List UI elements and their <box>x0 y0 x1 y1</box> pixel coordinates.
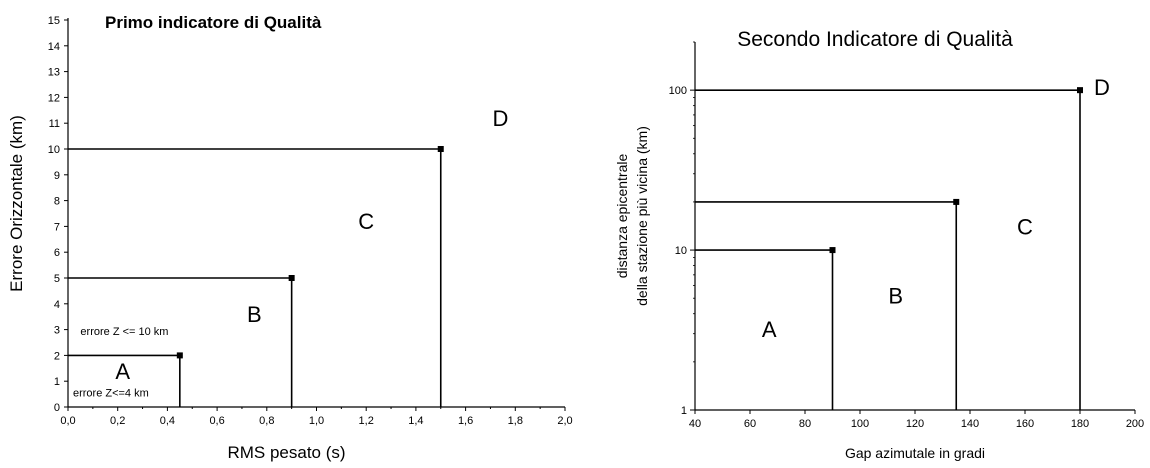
zone-label-b: B <box>247 302 262 327</box>
y-tick-label: 10 <box>675 245 687 257</box>
y-tick-label: 0 <box>54 402 60 414</box>
zone-label-c: C <box>1017 215 1033 240</box>
x-tick-label: 1,2 <box>359 415 374 427</box>
x-tick-label: 1,0 <box>309 415 324 427</box>
x-tick-label: 0,8 <box>259 415 274 427</box>
y-tick-label: 14 <box>48 41 60 53</box>
x-tick-label: 0,6 <box>209 415 224 427</box>
y-tick-label: 2 <box>54 350 60 362</box>
y-tick-label: 1 <box>54 376 60 388</box>
chart2-y-axis-label-line-2: della stazione più vicina (km) <box>634 126 650 306</box>
zone-label-a: A <box>115 359 130 384</box>
chart2-x-axis-label: Gap azimutale in gradi <box>845 445 985 461</box>
x-tick-label: 100 <box>851 418 869 430</box>
x-tick-label: 120 <box>906 418 924 430</box>
x-tick-label: 80 <box>799 418 811 430</box>
chart2-title: Secondo Indicatore di Qualità <box>737 28 1013 51</box>
corner-marker-1 <box>829 247 836 254</box>
chart-secondo-indicatore: 1 10 100 40 60 80 100 120 140 160 180 200 A B C D Second… <box>614 28 1144 461</box>
x-tick-label: 0,0 <box>60 415 75 427</box>
zone-label-d: D <box>492 106 508 131</box>
x-tick-label: 1,4 <box>408 415 423 427</box>
x-tick-label: 0,2 <box>110 415 125 427</box>
corner-marker-2 <box>288 275 295 281</box>
x-tick-label: 60 <box>744 418 756 430</box>
x-tick-label: 1,6 <box>458 415 473 427</box>
y-tick-label: 6 <box>54 247 60 259</box>
x-tick-label: 2,0 <box>557 415 572 427</box>
x-tick-label: 180 <box>1071 418 1089 430</box>
x-tick-label: 200 <box>1126 418 1144 430</box>
x-tick-label: 160 <box>1016 418 1034 430</box>
y-tick-label: 9 <box>54 170 60 182</box>
x-tick-label: 0,4 <box>160 415 175 427</box>
y-tick-label: 10 <box>48 144 60 156</box>
corner-marker-2 <box>953 198 960 205</box>
y-tick-label: 15 <box>48 15 60 27</box>
chart1-y-axis-label: Errore Orizzontale (km) <box>7 115 26 292</box>
y-tick-label: 8 <box>54 196 60 208</box>
zone-label-b: B <box>888 283 903 308</box>
zone-label-a: A <box>762 317 777 342</box>
x-tick-label: 1,8 <box>508 415 523 427</box>
corner-marker-3 <box>1077 87 1083 94</box>
note-1: errore Z <= 10 km <box>80 326 168 338</box>
note-2: errore Z<=4 km <box>73 388 149 400</box>
zone-label-d: D <box>1094 75 1110 100</box>
x-tick-label: 140 <box>961 418 979 430</box>
y-tick-label: 100 <box>669 85 687 97</box>
chart1-x-axis-label: RMS pesato (s) <box>227 443 345 462</box>
y-tick-label: 3 <box>54 325 60 337</box>
corner-marker-1 <box>176 352 183 359</box>
y-tick-label: 13 <box>48 67 60 79</box>
boundary-line-2 <box>695 201 958 410</box>
chart1-title: Primo indicatore di Qualità <box>105 13 322 32</box>
corner-marker-3 <box>437 146 444 152</box>
y-tick-label: 12 <box>48 92 60 104</box>
y-tick-label: 5 <box>54 273 60 285</box>
y-tick-label: 4 <box>54 299 60 311</box>
x-tick-label: 40 <box>689 418 701 430</box>
chart2-y-axis-label-line-1: distanza epicentrale <box>614 154 630 279</box>
y-tick-label: 1 <box>681 405 687 417</box>
zone-label-c: C <box>358 209 374 234</box>
y-tick-label: 11 <box>49 118 60 130</box>
y-tick-label: 7 <box>54 221 60 233</box>
